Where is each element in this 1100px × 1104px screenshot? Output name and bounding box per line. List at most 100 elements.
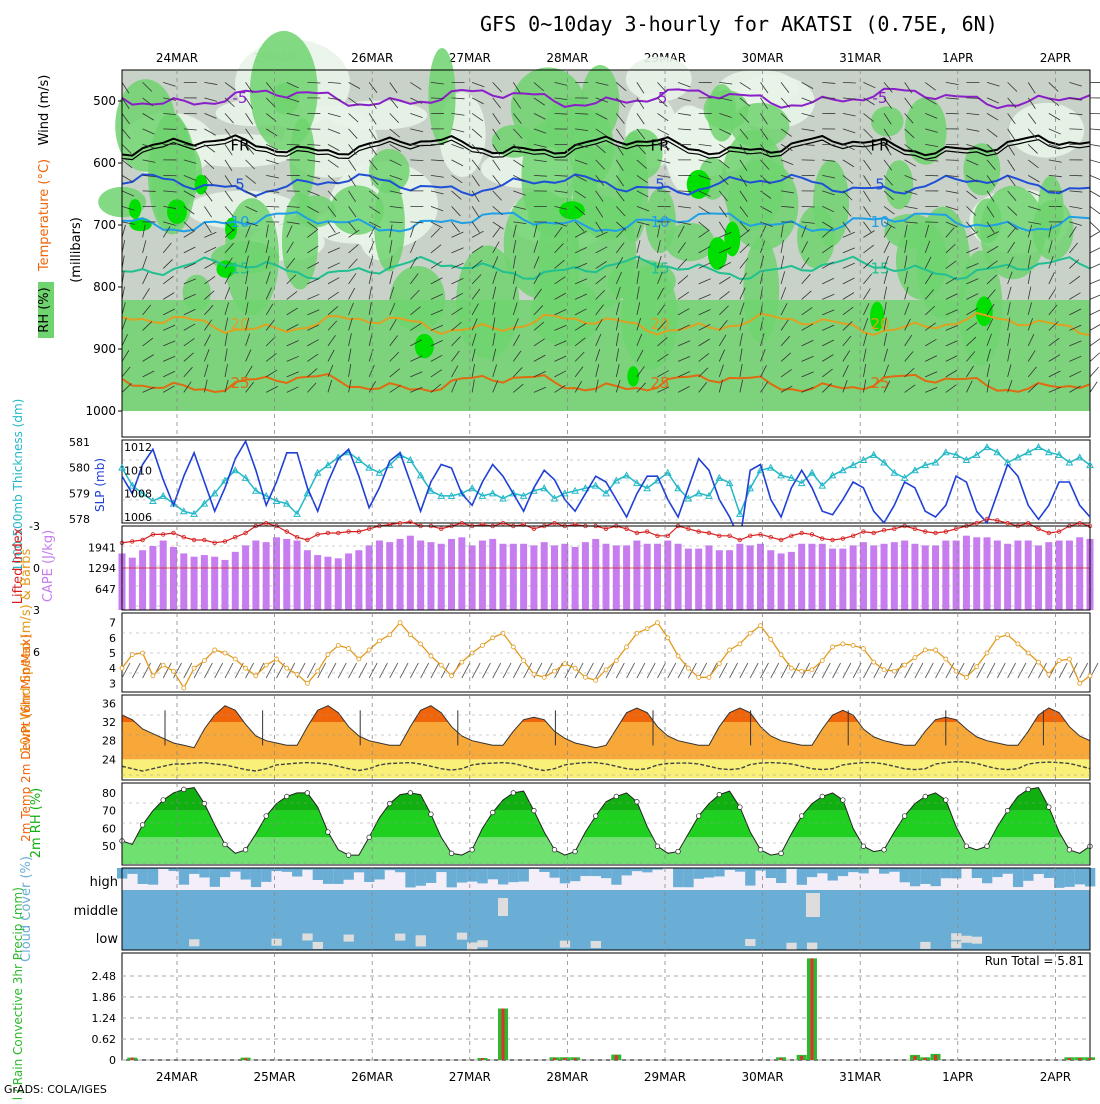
cape-bar <box>572 547 579 610</box>
isotherm-label: 5 <box>235 176 245 194</box>
cloud-high-bar <box>900 868 910 882</box>
rh2m-point <box>738 805 743 810</box>
cape-bar <box>932 545 939 610</box>
cloud-high-bar <box>550 868 560 878</box>
rh2m-point <box>779 851 784 856</box>
wind10-point <box>717 662 721 666</box>
isotherm-label: 5 <box>875 176 885 194</box>
cloud-high-bar <box>694 868 704 879</box>
wind10-point <box>429 654 433 658</box>
cape-bar <box>963 536 970 610</box>
cape-bar <box>881 544 888 610</box>
cloud-high-bar <box>972 868 982 878</box>
slp-tick-label: 1008 <box>124 488 152 501</box>
cloud-high-bar <box>374 868 384 879</box>
cloud-low-gap <box>477 940 487 947</box>
cape-bar <box>345 553 352 610</box>
wind10-point <box>995 636 999 640</box>
wind10-point <box>738 642 742 646</box>
cape-tick-label: 1941 <box>88 541 116 554</box>
rh2m-axis-label: 2m RH (%) <box>29 788 44 859</box>
rh-moist-patch <box>730 103 789 148</box>
rh2m-point <box>985 844 990 849</box>
pressure-tick-label: 600 <box>93 156 116 170</box>
cloud-low-gap <box>467 943 477 950</box>
cape-bar <box>160 541 167 610</box>
day-label-bottom: 1APR <box>942 1070 973 1084</box>
wind-barb <box>1090 382 1097 393</box>
cape-bar <box>736 544 743 610</box>
wind-barb <box>1090 309 1100 315</box>
surface-strip <box>122 411 1090 437</box>
rh2m-point <box>820 794 825 799</box>
wind10-point <box>419 642 423 646</box>
cape-bar <box>685 549 692 610</box>
cloud-high-bar <box>591 868 601 876</box>
wind-barb <box>1090 279 1100 284</box>
precip-conv-bar <box>1068 1058 1071 1060</box>
cloud-level-middle: middle <box>74 904 118 919</box>
cape-bar <box>530 545 537 610</box>
wind-barb <box>1090 231 1100 238</box>
pressure-tick-label: 900 <box>93 342 116 356</box>
cape-tick-label: 1294 <box>88 562 116 575</box>
cloud-high-bar <box>488 868 498 879</box>
wind10-point <box>625 645 629 649</box>
cape-bar <box>479 541 486 610</box>
rh2m-point <box>841 798 846 803</box>
rh2m-point <box>717 792 722 797</box>
cape-bar <box>747 545 754 610</box>
day-label-bottom: 31MAR <box>839 1070 881 1084</box>
wind10-point <box>192 666 196 670</box>
cape-bar <box>798 544 805 610</box>
cape-bar <box>788 552 795 610</box>
wind10-point <box>614 659 618 663</box>
cloud-high-bar <box>230 868 240 872</box>
precip-tick-label: 1.24 <box>92 1012 117 1025</box>
rh-moist-patch <box>916 207 970 319</box>
cape-bar <box>654 544 661 610</box>
cloud-middle-gap <box>806 893 820 917</box>
rh2m-point <box>573 849 578 854</box>
rh2m-point <box>902 814 907 819</box>
cloud-high-bar <box>931 868 941 886</box>
wind10-point <box>408 633 412 637</box>
rh2m-point <box>223 842 228 847</box>
wind-barb <box>1090 222 1099 231</box>
cloud-high-bar <box>920 868 930 884</box>
cape-bar <box>829 549 836 610</box>
day-label-bottom: 29MAR <box>644 1070 686 1084</box>
wind10-point <box>274 657 278 661</box>
isotherm-label: 25 <box>230 374 249 392</box>
precip-conv-bar <box>934 1055 937 1060</box>
rh-moist-patch <box>871 106 904 136</box>
wind10-point <box>810 668 814 672</box>
rh2m-point <box>140 823 145 828</box>
cape-bar <box>170 547 177 610</box>
cape-bar <box>242 545 249 610</box>
cloud-high-bar <box>210 868 220 887</box>
cape-bar <box>324 557 331 610</box>
pressure-tick-label: 800 <box>93 280 116 294</box>
rh2m-point <box>552 847 557 852</box>
cape-bar <box>376 541 383 610</box>
cape-bar <box>304 550 311 610</box>
cloud-high-bar <box>992 868 1002 877</box>
wind-barb <box>1090 324 1100 331</box>
wind10-point <box>553 669 557 673</box>
day-label-top: 2APR <box>1040 51 1071 65</box>
cape-bar <box>613 545 620 610</box>
rh2m-point <box>470 847 475 852</box>
wind-barb <box>1090 263 1100 268</box>
cloud-high-bar <box>148 868 158 885</box>
cape-bar <box>953 541 960 610</box>
cape-bar <box>675 544 682 610</box>
isotherm-label: 10 <box>870 213 889 231</box>
day-label-top: 30MAR <box>742 51 784 65</box>
cape-bar <box>314 555 321 610</box>
cape-bar <box>911 544 918 610</box>
cape-bar <box>191 557 198 610</box>
cloud-high-bar <box>138 868 148 884</box>
cloud-high-bar <box>611 868 621 885</box>
temp-tick-label: 24 <box>102 753 116 766</box>
